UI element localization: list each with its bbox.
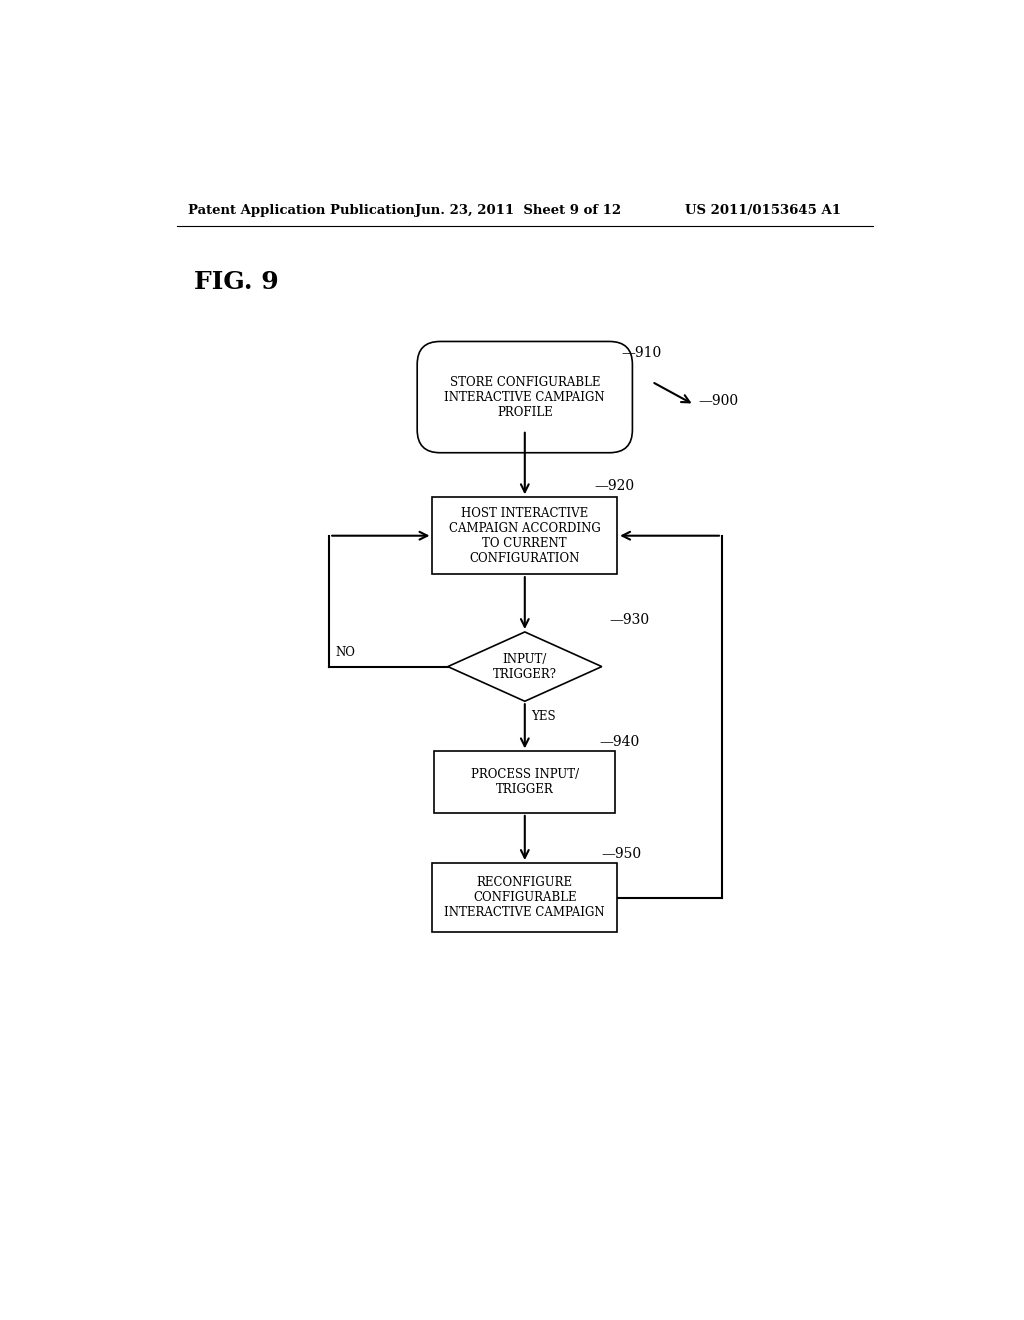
- FancyBboxPatch shape: [417, 342, 633, 453]
- Text: Jun. 23, 2011  Sheet 9 of 12: Jun. 23, 2011 Sheet 9 of 12: [416, 205, 622, 218]
- Text: —950: —950: [602, 846, 642, 861]
- Text: YES: YES: [531, 710, 556, 723]
- Bar: [432, 498, 617, 574]
- Text: STORE CONFIGURABLE
INTERACTIVE CAMPAIGN
PROFILE: STORE CONFIGURABLE INTERACTIVE CAMPAIGN …: [444, 376, 605, 418]
- Text: —920: —920: [594, 479, 634, 492]
- Text: NO: NO: [336, 645, 355, 659]
- Text: —940: —940: [600, 735, 640, 748]
- Text: US 2011/0153645 A1: US 2011/0153645 A1: [685, 205, 841, 218]
- Text: HOST INTERACTIVE
CAMPAIGN ACCORDING
TO CURRENT
CONFIGURATION: HOST INTERACTIVE CAMPAIGN ACCORDING TO C…: [449, 507, 601, 565]
- Text: FIG. 9: FIG. 9: [194, 269, 279, 293]
- Text: —930: —930: [609, 614, 649, 627]
- Text: Patent Application Publication: Patent Application Publication: [188, 205, 415, 218]
- Bar: [432, 863, 617, 932]
- Text: RECONFIGURE
CONFIGURABLE
INTERACTIVE CAMPAIGN: RECONFIGURE CONFIGURABLE INTERACTIVE CAM…: [444, 876, 605, 919]
- Text: PROCESS INPUT/
TRIGGER: PROCESS INPUT/ TRIGGER: [471, 768, 579, 796]
- Text: —900: —900: [698, 393, 738, 408]
- Polygon shape: [447, 632, 602, 701]
- Text: INPUT/
TRIGGER?: INPUT/ TRIGGER?: [493, 652, 557, 681]
- Bar: [434, 751, 615, 813]
- Text: —910: —910: [621, 346, 662, 360]
